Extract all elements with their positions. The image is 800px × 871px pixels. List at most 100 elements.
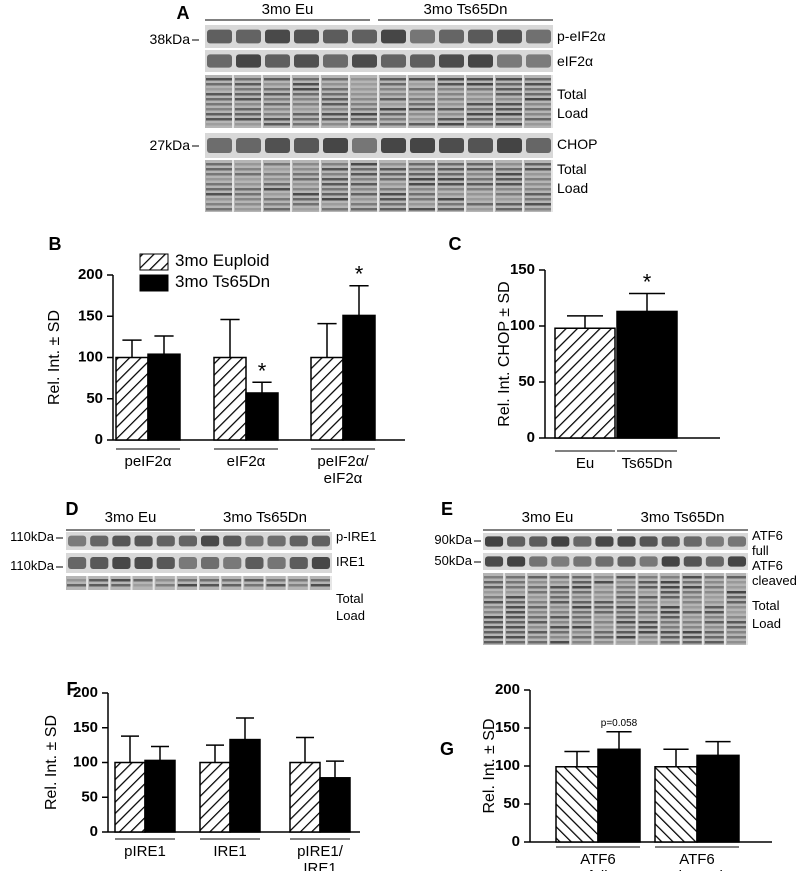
blot-load-band	[594, 621, 614, 624]
blot-load-band	[351, 98, 377, 101]
bar	[115, 356, 149, 441]
blot-load-band	[351, 203, 377, 206]
size-marker: 110kDa	[10, 558, 55, 573]
blot-load-band	[438, 78, 464, 81]
blot-load-band	[496, 88, 522, 91]
blot-load-band	[206, 188, 232, 191]
blot-load-band	[506, 601, 526, 604]
blot-load-band	[572, 581, 592, 584]
blot-load-band	[206, 78, 232, 81]
blot-band	[661, 556, 680, 567]
blot-band	[311, 535, 330, 547]
blot-band	[551, 556, 570, 567]
blot-load-band	[704, 611, 724, 614]
y-tick-label: 150	[510, 261, 535, 278]
blot-load-band	[525, 93, 551, 96]
y-tick-label: 100	[73, 753, 98, 770]
blot-load-band	[496, 118, 522, 121]
legend-label: 3mo Ts65Dn	[175, 272, 270, 291]
blot-load-band	[111, 584, 131, 587]
blot-load-band	[264, 103, 290, 106]
blot-load-band	[616, 586, 636, 589]
group-label: 3mo Ts65Dn	[424, 1, 508, 18]
blot-load-band	[264, 173, 290, 176]
blot-band	[236, 54, 261, 68]
blot-load-band	[380, 118, 406, 121]
blot-load-band	[264, 78, 290, 81]
blot-load-band	[550, 631, 570, 634]
blot-load-band	[726, 576, 746, 579]
blot-load-band	[594, 611, 614, 614]
size-marker: 27kDa	[150, 137, 191, 153]
y-tick-label: 0	[95, 431, 103, 448]
blot-load-band	[206, 118, 232, 121]
blot-load-band	[380, 178, 406, 181]
blot-load-band	[496, 208, 522, 211]
blot-load-band	[660, 601, 680, 604]
blot-load-band	[467, 108, 493, 111]
blot-band	[727, 556, 746, 567]
y-tick-label: 100	[495, 757, 520, 774]
blot-load-band	[235, 173, 261, 176]
blot-band	[289, 557, 308, 569]
blot-load-band	[726, 631, 746, 634]
panel-label: B	[49, 234, 62, 254]
blot-load-band	[409, 173, 435, 176]
blot-band	[134, 535, 153, 547]
blot-load-band	[572, 606, 592, 609]
blot-band	[201, 557, 220, 569]
blot-load-band	[310, 584, 330, 587]
blot-load-band	[409, 203, 435, 206]
bar	[654, 766, 698, 843]
blot-load-band	[322, 113, 348, 116]
blot-load-band	[293, 83, 319, 86]
blot-load-band	[293, 78, 319, 81]
blot-load-band	[467, 103, 493, 106]
blot-load-band	[572, 586, 592, 589]
blot-load-band	[525, 208, 551, 211]
blot-load-band	[467, 203, 493, 206]
blot-load-band	[528, 576, 548, 579]
blot-load-band	[496, 203, 522, 206]
blot-load-band	[438, 113, 464, 116]
blot-load-band	[704, 621, 724, 624]
blot-load-band	[726, 641, 746, 644]
blot-load-band	[438, 193, 464, 196]
blot-load-band	[380, 193, 406, 196]
blot-load-band	[409, 168, 435, 171]
blot-band	[468, 54, 493, 68]
blot-load-band	[264, 208, 290, 211]
blot-band	[410, 138, 435, 153]
blot-load-band	[594, 636, 614, 639]
blot-load-band	[264, 83, 290, 86]
blot-load-band	[264, 168, 290, 171]
blot-load-band	[351, 88, 377, 91]
blot-band	[68, 535, 87, 547]
blot-load-band	[206, 108, 232, 111]
y-tick-label: 100	[78, 348, 103, 365]
blot-load-band	[206, 203, 232, 206]
blot-load-band	[467, 88, 493, 91]
blot-load-band	[111, 579, 131, 582]
blot-load-band	[322, 78, 348, 81]
blot-load-band	[682, 576, 702, 579]
blot-load-band	[660, 636, 680, 639]
blot-load-band	[438, 208, 464, 211]
blot-load-band	[380, 108, 406, 111]
blot-load-band	[264, 183, 290, 186]
blot-band	[294, 29, 319, 44]
blot-load-band	[351, 83, 377, 86]
row-label: CHOP	[557, 136, 597, 152]
blot-load-band	[525, 103, 551, 106]
row-label: Total Load	[557, 86, 588, 121]
blot-load-band	[726, 621, 746, 624]
y-tick-label: 200	[78, 266, 103, 283]
blot-load-band	[616, 631, 636, 634]
blot-load-band	[264, 113, 290, 116]
blot-load-band	[484, 586, 504, 589]
blot-load-band	[438, 108, 464, 111]
bar	[289, 761, 321, 833]
blot-load-band	[726, 591, 746, 594]
blot-load-band	[496, 113, 522, 116]
